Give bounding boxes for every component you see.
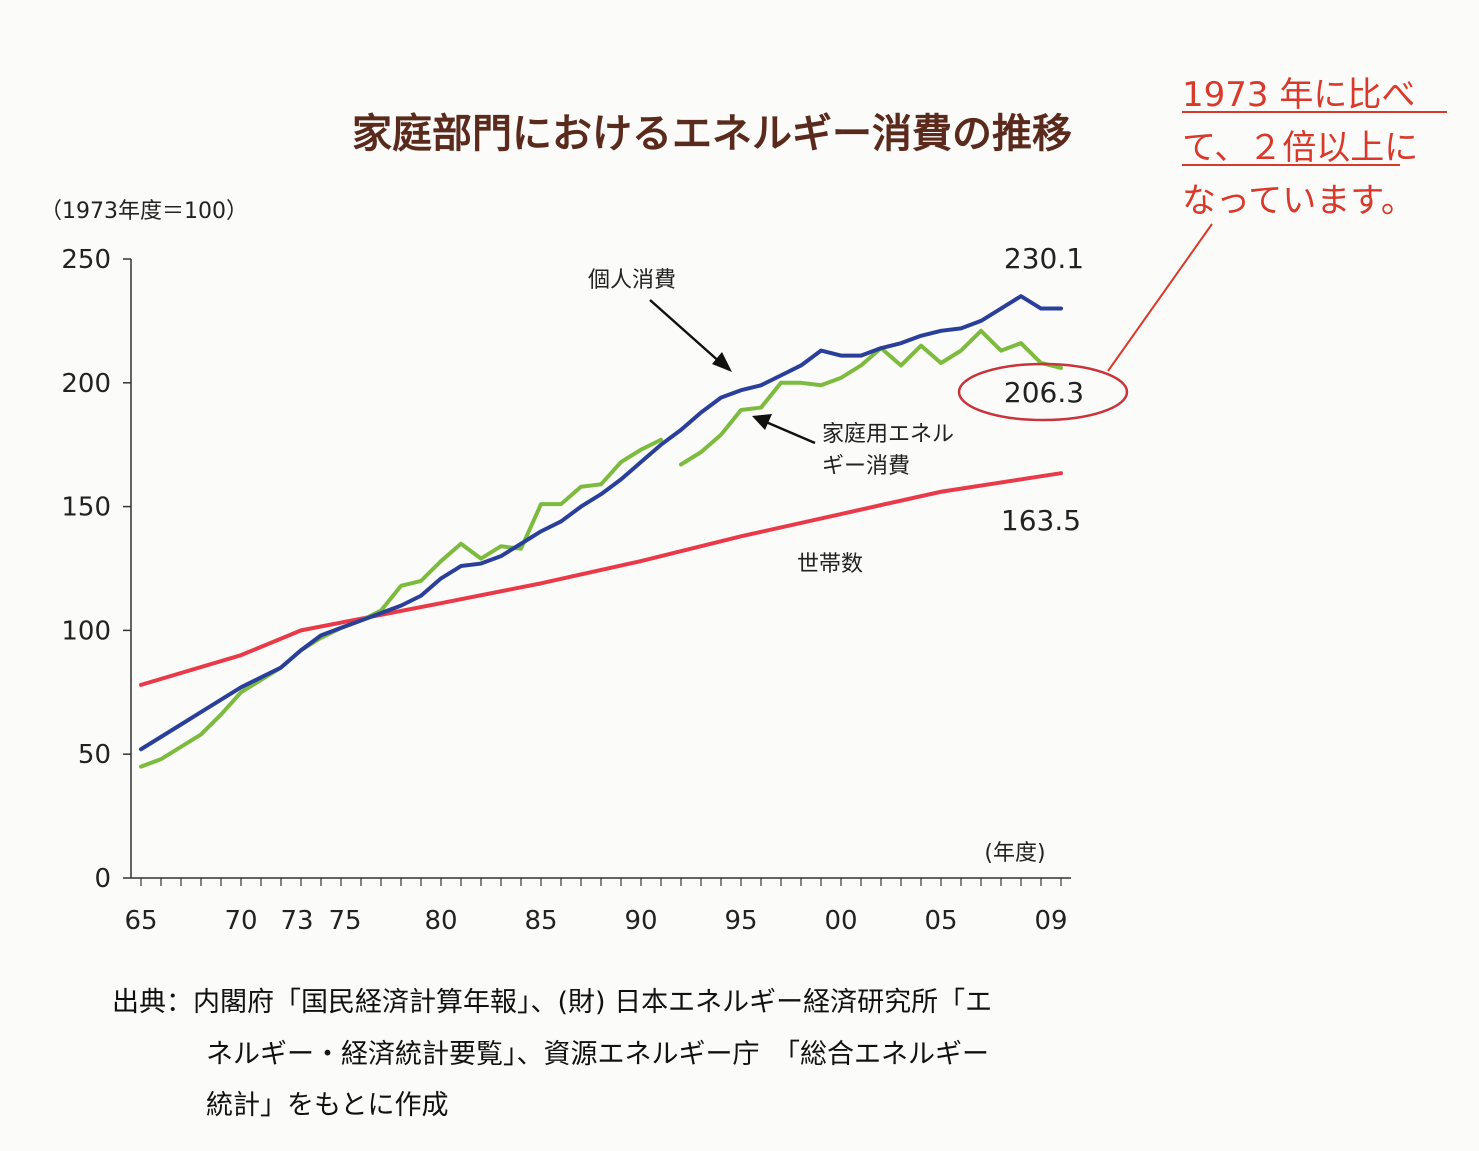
source-line-1: 出典：内閣府「国民経済計算年報」、(財) 日本エネルギー経済研究所「エ [112,987,992,1018]
y-tick-label: 250 [61,245,111,275]
end-value-consumption: 230.1 [1004,242,1084,275]
chart-title: 家庭部門におけるエネルギー消費の推移 [352,111,1072,157]
x-tick-label: 85 [524,906,557,936]
x-tick-label: 75 [328,906,361,936]
series-line-1 [139,328,1063,769]
y-unit-label: （1973年度＝100） [40,199,248,224]
callout-line-1: 1973 年に比べ [1182,75,1415,115]
x-tick-label: 65 [124,906,157,936]
x-tick-label: 73 [280,906,313,936]
x-tick-label: 05 [924,906,957,936]
source-line-2: ネルギー・経済統計要覧」、資源エネルギー庁 「総合エネルギー [206,1039,989,1070]
highlight-circle [957,362,1129,422]
series-line-0 [139,294,1063,752]
callout-line [1107,223,1213,372]
y-tick-label: 100 [61,616,111,646]
y-tick-label: 150 [61,493,111,523]
axes: 0 50 100 150 200 250 65 70 73 75 80 85 90 95 00 05 09 [61,245,1071,936]
x-tick-label: 80 [424,906,457,936]
x-tick-label: 95 [724,906,757,936]
callout-line-2: て、２倍以上に [1182,128,1418,168]
y-tick-label: 0 [94,864,111,894]
x-tick-label: 90 [624,906,657,936]
y-tick-label: 200 [61,369,111,399]
x-tick-label: 00 [824,906,857,936]
end-value-energy: 206.3 [1004,376,1084,409]
x-tick-label: 70 [224,906,257,936]
series-layer [139,294,1063,769]
series-line-2 [139,471,1063,687]
series-label-energy-line2: ギー消費 [822,454,910,479]
x-tick-label: 09 [1034,906,1067,936]
arrow-consumption [649,299,732,372]
series-label-households: 世帯数 [797,552,863,577]
x-axis-label: (年度) [984,841,1045,866]
end-value-households: 163.5 [1001,504,1081,537]
arrow-energy [752,414,816,445]
source-line-3: 統計」をもとに作成 [206,1090,448,1121]
series-label-energy-line1: 家庭用エネル [822,422,954,447]
y-tick-label: 50 [78,740,111,770]
callout-line-3: なっています。 [1182,181,1415,221]
series-label-consumption: 個人消費 [588,268,676,293]
